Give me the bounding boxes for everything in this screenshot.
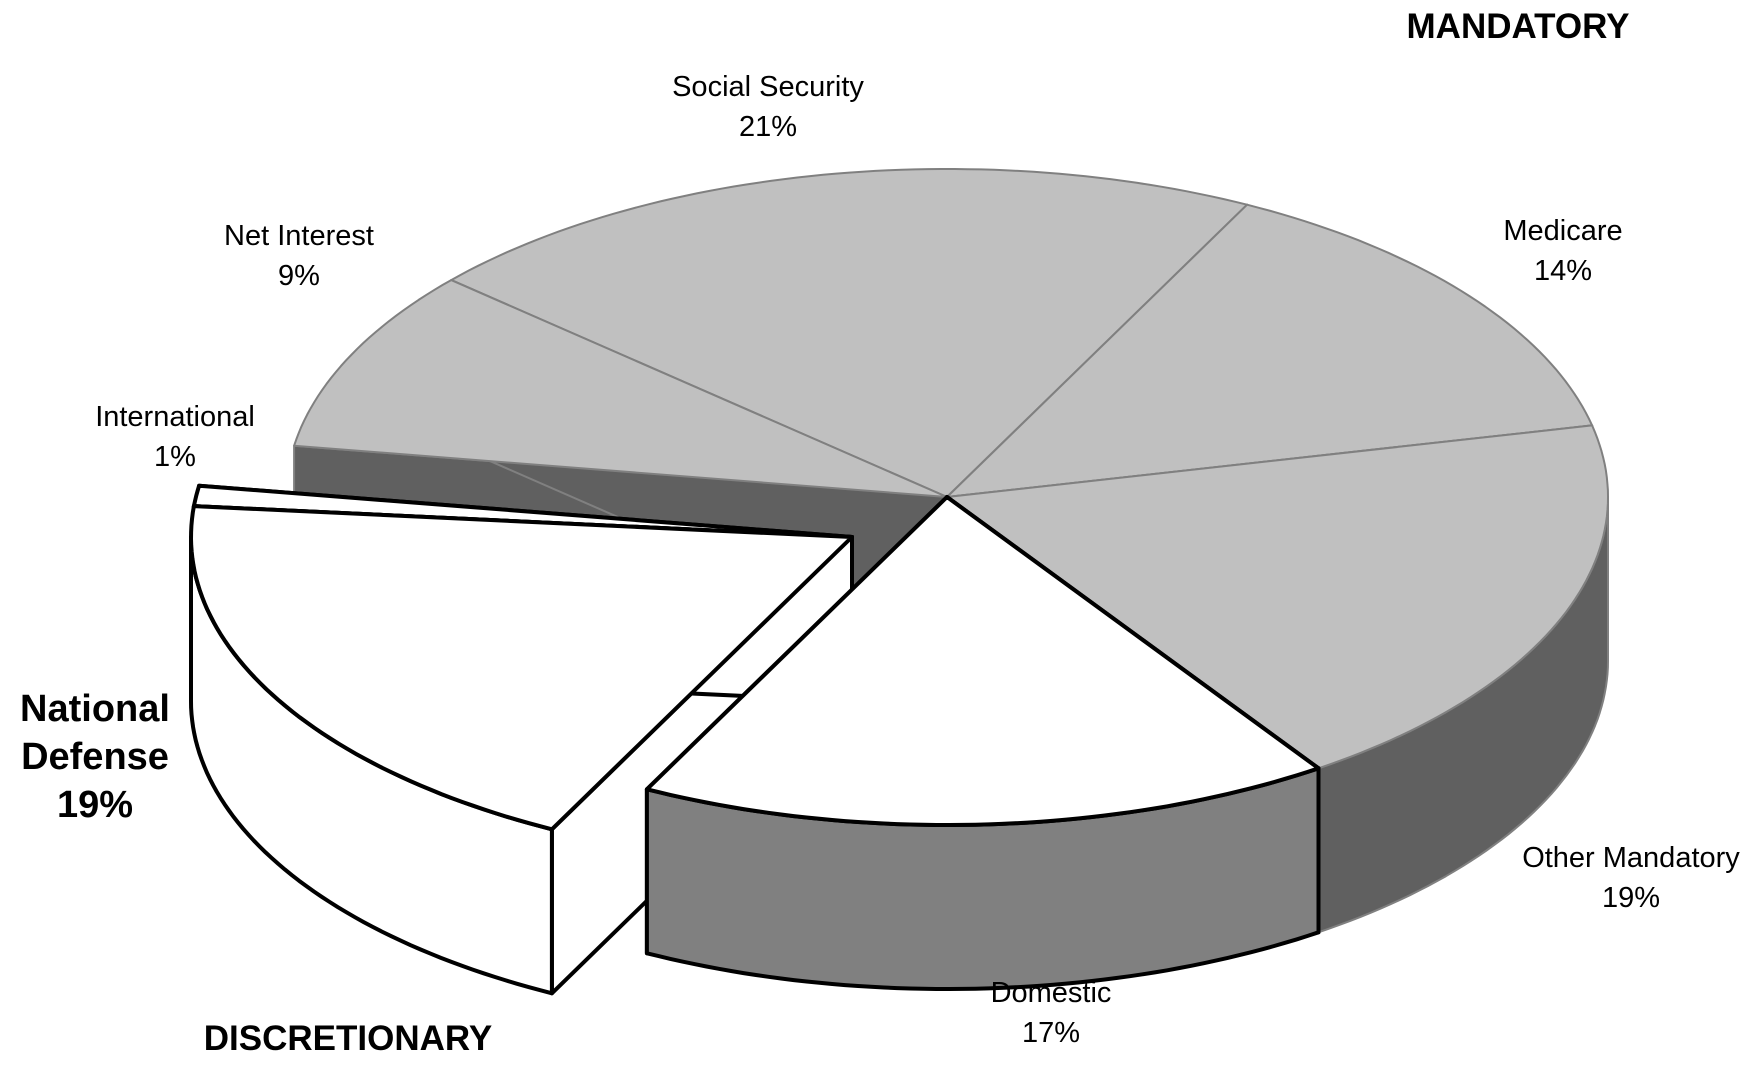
slice-value-label: 21%	[739, 111, 797, 143]
slice-label-line: Defense	[21, 736, 169, 778]
slice-label: Other Mandatory	[1522, 842, 1740, 874]
slice-value-label: 1%	[154, 441, 196, 473]
slice	[644, 495, 1321, 827]
slice-label: Social Security	[672, 71, 864, 103]
slice	[946, 203, 1594, 498]
slice-value-label: 19%	[1602, 882, 1660, 914]
slice-value-label: 9%	[278, 260, 320, 292]
slice	[189, 504, 854, 832]
slice	[450, 168, 1249, 498]
slice-label: National Defense	[20, 688, 170, 778]
slice-value-label: 17%	[1022, 1017, 1080, 1049]
slice-value-label: 19%	[57, 784, 133, 826]
slice-label: Net Interest	[224, 220, 374, 252]
slice-value-label: 14%	[1534, 255, 1592, 287]
slice-label: Medicare	[1503, 215, 1622, 247]
slice	[946, 424, 1609, 770]
slice-label: Domestic	[991, 977, 1112, 1009]
slice	[293, 279, 948, 498]
slice-label-line: National	[20, 688, 170, 730]
group-label: MANDATORY	[1407, 7, 1630, 46]
group-label: DISCRETIONARY	[204, 1019, 492, 1058]
slice-label: International	[95, 401, 255, 433]
